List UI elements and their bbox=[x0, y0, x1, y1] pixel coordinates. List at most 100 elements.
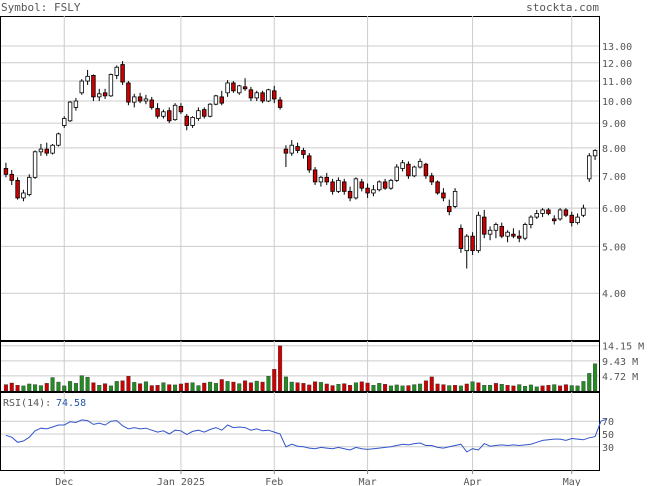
volume-bar bbox=[114, 381, 119, 392]
volume-bar bbox=[161, 382, 166, 392]
candle-body bbox=[365, 187, 370, 194]
candle-body bbox=[21, 192, 26, 199]
rsi-tick-label: 50 bbox=[602, 430, 614, 441]
candle-body bbox=[563, 209, 569, 216]
volume-bar bbox=[523, 386, 528, 392]
volume-bar bbox=[283, 376, 288, 392]
price-tick-label: 6.00 bbox=[602, 204, 626, 215]
candle-body bbox=[27, 176, 32, 196]
volume-bar bbox=[91, 382, 96, 392]
candle-body bbox=[575, 216, 580, 224]
x-tick-label: Dec bbox=[55, 477, 73, 486]
candle-body bbox=[324, 176, 329, 183]
volume-bar bbox=[435, 383, 440, 392]
candle-body bbox=[137, 96, 143, 102]
candle-body bbox=[470, 235, 475, 252]
candle-body bbox=[482, 216, 487, 235]
candle-body bbox=[429, 175, 434, 183]
candle-body bbox=[487, 229, 493, 235]
rsi-frame bbox=[0, 392, 600, 471]
candle-body bbox=[435, 181, 440, 194]
volume-bar bbox=[453, 385, 458, 392]
volume-bar bbox=[330, 385, 335, 392]
candle-body bbox=[79, 80, 84, 94]
candle-body bbox=[382, 181, 388, 189]
volume-bar bbox=[342, 383, 347, 392]
candle-body bbox=[196, 110, 201, 119]
volume-bar bbox=[149, 385, 154, 392]
price-panel: 13.00 12.00 11.00 10.00 9.00 8.00 7.00 6.00 5.00… bbox=[0, 16, 632, 341]
volume-bar bbox=[243, 380, 248, 392]
candle-body bbox=[283, 148, 289, 154]
symbol-label: Symbol: FSLY bbox=[1, 1, 81, 14]
price-tick-label: 9.00 bbox=[602, 119, 626, 130]
volume-bar bbox=[167, 384, 172, 392]
volume-bar bbox=[38, 385, 43, 392]
rsi-tick-label: 30 bbox=[602, 443, 614, 454]
x-tick-label: Feb bbox=[265, 477, 283, 486]
candle-body bbox=[266, 89, 271, 102]
volume-bar bbox=[208, 381, 213, 392]
candle-body bbox=[213, 95, 219, 105]
candle-body bbox=[505, 231, 510, 237]
candle-body bbox=[312, 169, 318, 183]
volume-bar bbox=[336, 384, 341, 392]
volume-bar bbox=[301, 383, 306, 392]
volume-bar bbox=[85, 377, 90, 392]
volume-bar bbox=[219, 379, 224, 392]
candle-body bbox=[91, 75, 96, 98]
candle-body bbox=[552, 218, 557, 222]
volume-bar bbox=[138, 383, 143, 392]
volume-bar bbox=[464, 383, 469, 392]
volume-bar bbox=[388, 385, 393, 392]
volume-bar bbox=[248, 382, 253, 392]
candle-body bbox=[336, 179, 341, 192]
volume-bar bbox=[3, 384, 8, 392]
volume-bar bbox=[365, 382, 370, 392]
volume-bar bbox=[73, 383, 78, 392]
volume-bar bbox=[324, 383, 329, 392]
volume-bar bbox=[213, 383, 218, 392]
volume-bar bbox=[429, 376, 434, 392]
candle-body bbox=[371, 189, 376, 194]
candle-body bbox=[248, 89, 254, 99]
candle-body bbox=[155, 108, 160, 117]
candle-body bbox=[377, 181, 382, 191]
candle-body bbox=[412, 166, 417, 177]
volume-bar bbox=[534, 386, 539, 392]
volume-bar bbox=[103, 383, 108, 392]
candle-body bbox=[464, 235, 469, 252]
volume-bar bbox=[447, 385, 452, 392]
volume-bar bbox=[511, 385, 516, 392]
candle-body bbox=[132, 96, 137, 103]
volume-bar bbox=[27, 383, 32, 392]
price-tick-label: 10.00 bbox=[602, 97, 632, 108]
candle-body bbox=[423, 163, 429, 177]
price-tick-label: 7.00 bbox=[602, 172, 626, 183]
candle-body bbox=[347, 190, 353, 199]
candle-body bbox=[3, 168, 9, 175]
candle-body bbox=[260, 92, 265, 102]
volume-bar bbox=[400, 385, 405, 392]
x-tick-label: May bbox=[563, 477, 581, 486]
candle-body bbox=[9, 173, 14, 181]
volume-bar bbox=[184, 382, 189, 392]
rsi-value: 74.58 bbox=[56, 398, 86, 409]
volume-bar bbox=[353, 382, 358, 392]
candle-body bbox=[476, 214, 481, 252]
candle-body bbox=[307, 155, 312, 171]
volume-bar bbox=[56, 381, 61, 392]
candle-body bbox=[15, 179, 20, 199]
candle-body bbox=[149, 99, 154, 108]
volume-bar bbox=[155, 385, 160, 392]
volume-bar bbox=[173, 384, 178, 392]
x-axis: Dec Jan 2025 Feb Mar Apr May bbox=[55, 470, 581, 486]
candle-body bbox=[301, 150, 306, 155]
volume-tick-label: 4.72 M bbox=[602, 372, 638, 383]
candle-body bbox=[569, 214, 574, 224]
volume-bar bbox=[313, 381, 318, 392]
volume-bar bbox=[581, 381, 586, 392]
candle-body bbox=[447, 206, 452, 213]
volume-bar bbox=[552, 384, 557, 392]
volume-bar bbox=[44, 383, 49, 392]
